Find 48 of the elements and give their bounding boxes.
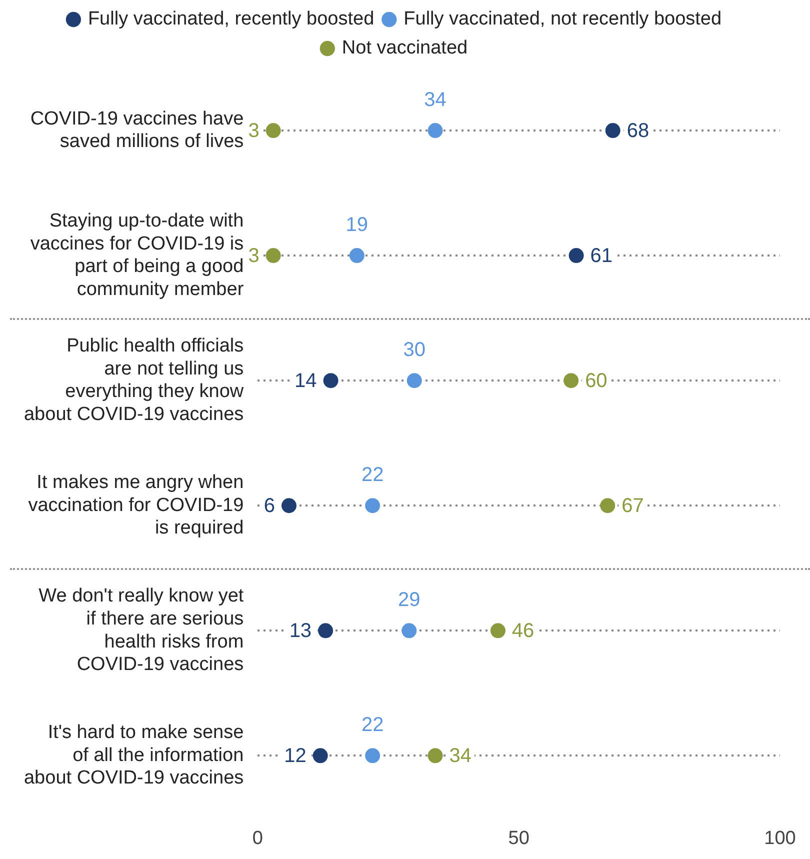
data-label: 30 [403, 339, 426, 362]
data-label: 34 [449, 745, 472, 768]
point [428, 748, 443, 764]
data-label: 29 [398, 589, 420, 612]
y-tick-label: It's hard to make sense of all the information about COVID-19 vaccines [24, 722, 244, 789]
data-label: 12 [284, 745, 306, 768]
point [349, 248, 364, 264]
y-tick-label: COVID-19 vaccines have saved millions of lives [30, 108, 244, 152]
y-tick-label: It makes me angry when vaccination for COVID-19 is required [28, 472, 244, 539]
data-label: 13 [289, 620, 312, 642]
point [600, 498, 616, 514]
point [564, 373, 579, 388]
point [282, 498, 296, 514]
legend-label: Fully vaccinated, not recently boosted [404, 8, 722, 30]
data-label: 6 [264, 495, 275, 518]
point [490, 623, 506, 638]
point [266, 248, 281, 264]
data-label: 3 [248, 245, 260, 268]
point [365, 498, 380, 514]
point [402, 623, 417, 638]
data-label: 68 [626, 120, 650, 142]
data-label: 67 [622, 495, 644, 518]
point [568, 248, 584, 264]
data-label: 61 [590, 245, 613, 268]
data-label: 14 [294, 370, 317, 392]
data-label: 22 [361, 464, 384, 486]
point [318, 623, 334, 638]
y-tick-label: We don't really know yet if there are serious health risks from COVID-19 vaccines [38, 586, 244, 676]
x-tick-label: 50 [508, 828, 530, 849]
point [323, 373, 338, 388]
data-label: 46 [512, 620, 534, 642]
data-label: 19 [346, 214, 368, 236]
point [365, 748, 380, 764]
point [312, 748, 328, 764]
data-label: 60 [585, 370, 608, 392]
x-tick-label: 100 [764, 828, 796, 849]
data-label: 22 [361, 714, 384, 736]
y-tick-label: Public health officials are not telling us everything they know about COVID-19 vaccines [24, 336, 244, 426]
x-tick-label: 0 [252, 828, 263, 849]
legend-label: Fully vaccinated, recently boosted [88, 8, 374, 30]
point [428, 123, 443, 138]
data-label: 34 [424, 89, 446, 112]
point [406, 373, 422, 388]
legend-label: Not vaccinated [342, 38, 468, 59]
point [266, 123, 281, 138]
data-label: 3 [248, 120, 260, 142]
y-tick-label: Staying up-to-date with vaccines for COVID-19 is part of being a good community member [30, 210, 244, 300]
point [605, 123, 620, 138]
